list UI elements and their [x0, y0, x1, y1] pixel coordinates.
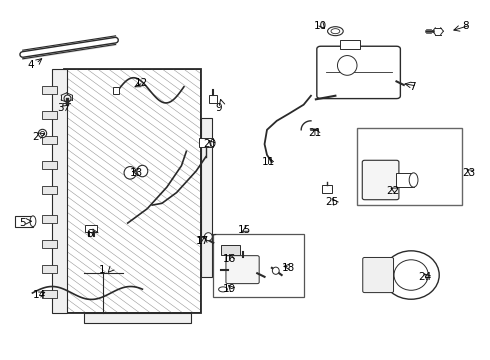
Ellipse shape [272, 267, 279, 274]
Text: 2: 2 [32, 132, 39, 142]
Text: 25: 25 [326, 197, 339, 207]
Bar [357, 128, 463, 205]
Bar [0, 1, 64, 359]
Text: 16: 16 [223, 254, 236, 264]
Bar [42, 111, 57, 119]
Bar [42, 291, 57, 298]
Text: 21: 21 [309, 129, 322, 138]
Ellipse shape [338, 55, 357, 75]
Text: 11: 11 [262, 157, 275, 167]
Bar [322, 185, 332, 193]
Text: 24: 24 [418, 272, 432, 282]
Text: 1: 1 [98, 265, 105, 275]
Bar [64, 69, 201, 313]
Bar [15, 216, 33, 226]
Bar [64, 313, 201, 359]
Bar [209, 95, 217, 103]
Text: 3: 3 [57, 103, 64, 113]
Text: 20: 20 [203, 139, 217, 149]
Text: 9: 9 [216, 103, 222, 113]
Text: 15: 15 [238, 225, 251, 235]
Bar [113, 87, 119, 94]
Bar [42, 136, 57, 144]
Ellipse shape [137, 165, 148, 177]
Ellipse shape [124, 167, 136, 179]
Ellipse shape [328, 27, 343, 36]
Bar [198, 138, 213, 147]
Bar [42, 215, 57, 223]
Text: 18: 18 [282, 263, 295, 273]
Bar [340, 40, 360, 49]
Bar [64, 69, 201, 313]
FancyBboxPatch shape [363, 257, 393, 293]
Bar [42, 186, 57, 194]
Bar [213, 234, 304, 297]
FancyBboxPatch shape [362, 160, 399, 200]
Text: 14: 14 [32, 290, 46, 300]
Bar [42, 240, 57, 248]
Text: 19: 19 [223, 284, 236, 294]
Text: 10: 10 [314, 21, 326, 31]
Ellipse shape [219, 287, 227, 292]
Bar [42, 86, 57, 94]
FancyBboxPatch shape [226, 256, 259, 284]
Bar [52, 69, 67, 313]
Bar [64, 0, 201, 69]
Text: 13: 13 [130, 168, 144, 178]
Bar [220, 244, 240, 255]
Ellipse shape [394, 260, 428, 290]
Text: 4: 4 [27, 60, 34, 70]
Ellipse shape [204, 233, 212, 240]
Text: 17: 17 [196, 236, 209, 246]
Ellipse shape [331, 29, 340, 34]
Text: 7: 7 [409, 82, 416, 92]
Bar [84, 313, 191, 323]
Bar [201, 118, 212, 277]
Ellipse shape [409, 173, 418, 187]
Text: 6: 6 [86, 229, 93, 239]
Bar [396, 173, 414, 187]
Ellipse shape [30, 216, 36, 226]
Bar [42, 161, 57, 169]
FancyBboxPatch shape [317, 46, 400, 99]
Bar [42, 265, 57, 273]
Text: 23: 23 [463, 168, 476, 178]
Text: 5: 5 [19, 218, 26, 228]
Text: 22: 22 [387, 186, 400, 196]
Text: 12: 12 [135, 78, 148, 88]
Text: 8: 8 [463, 21, 469, 31]
Ellipse shape [383, 251, 439, 299]
Bar [85, 225, 98, 232]
